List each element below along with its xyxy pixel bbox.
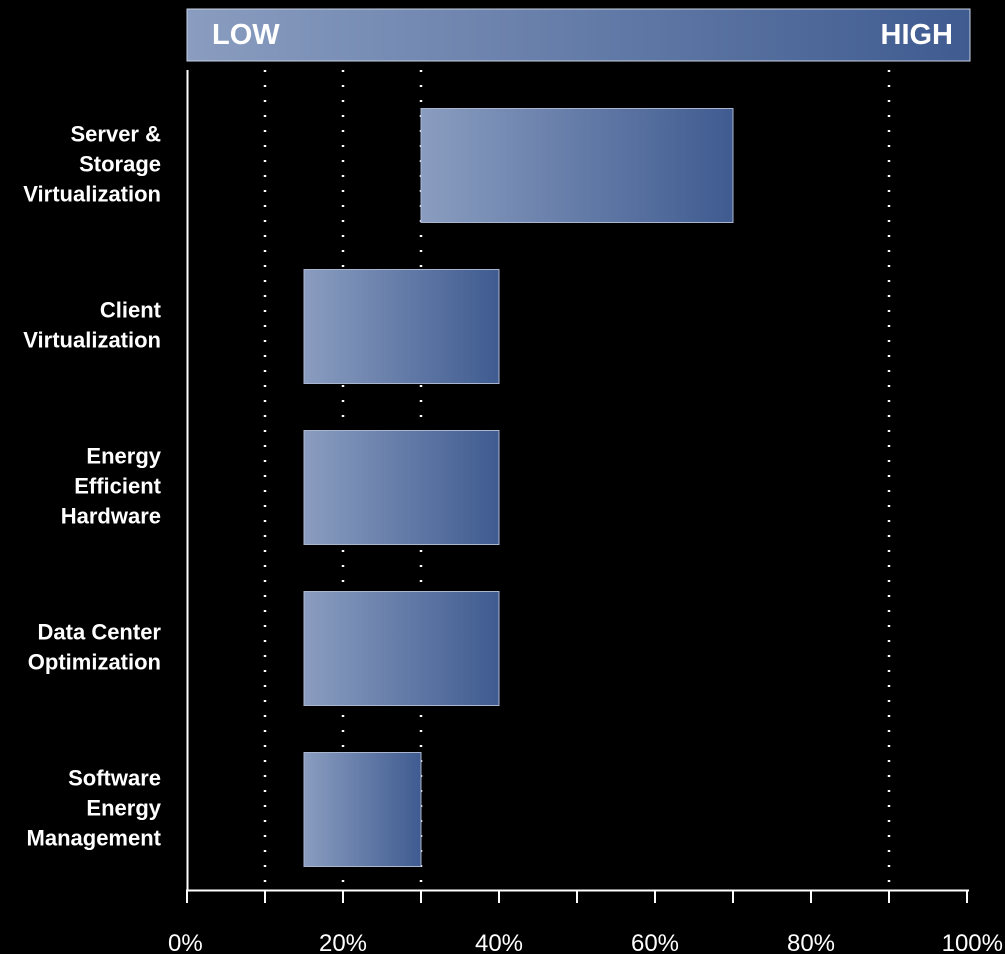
x-tick-label-80: 80%	[787, 930, 835, 954]
category-label-2-line-2: Virtualization	[23, 327, 161, 352]
scale-header: LOW HIGH	[186, 8, 971, 62]
scale-low-label: LOW	[212, 19, 280, 51]
scale-header-bar	[186, 8, 971, 62]
category-label-1-line-1: Server &	[70, 121, 161, 146]
x-tick-label-0: 0%	[168, 930, 203, 954]
category-label-4-line-2: Optimization	[28, 649, 161, 674]
bars	[303, 108, 734, 867]
x-tick-label-40: 40%	[475, 930, 523, 954]
category-label-1-line-3: Virtualization	[23, 181, 161, 206]
bar-4	[303, 591, 500, 706]
bar-5	[303, 752, 422, 867]
category-label-5-line-2: Energy	[86, 795, 161, 820]
bar-1	[420, 108, 734, 223]
x-tick-label-100: 100%	[942, 930, 1003, 954]
bar-2	[303, 269, 500, 384]
category-label-4-line-1: Data Center	[38, 619, 162, 644]
x-tick-label-20: 20%	[319, 930, 367, 954]
category-label-3-line-1: Energy	[86, 443, 161, 468]
x-axis-ticks: 0% 20% 40% 60% 80% 100%	[168, 890, 1003, 954]
category-label-3-line-2: Efficient	[74, 473, 161, 498]
category-label-5-line-1: Software	[68, 765, 161, 790]
bar-3	[303, 430, 500, 545]
axes: 0% 20% 40% 60% 80% 100%	[168, 70, 1003, 954]
x-tick-label-60: 60%	[631, 930, 679, 954]
category-label-3-line-3: Hardware	[61, 503, 161, 528]
category-labels: Server & Storage Virtualization Client Virtu…	[23, 121, 161, 850]
category-label-5-line-3: Management	[27, 825, 162, 850]
category-label-2-line-1: Client	[100, 297, 162, 322]
scale-high-label: HIGH	[881, 19, 954, 51]
category-label-1-line-2: Storage	[79, 151, 161, 176]
